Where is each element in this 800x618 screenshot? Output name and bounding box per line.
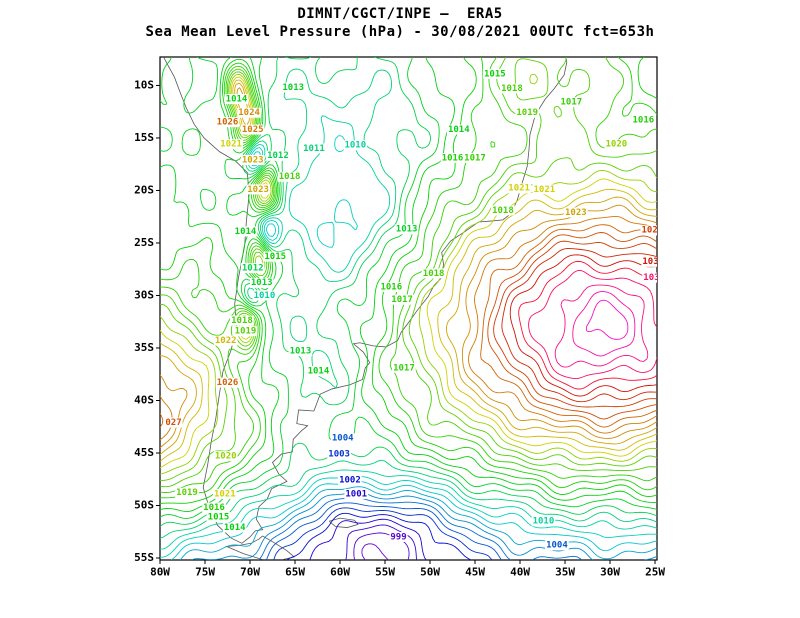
weather-chart-page: DIMNT/CGCT/INPE – ERA5 Sea Mean Level Pr… <box>0 0 800 618</box>
pressure-contour-map-canvas <box>0 0 800 618</box>
